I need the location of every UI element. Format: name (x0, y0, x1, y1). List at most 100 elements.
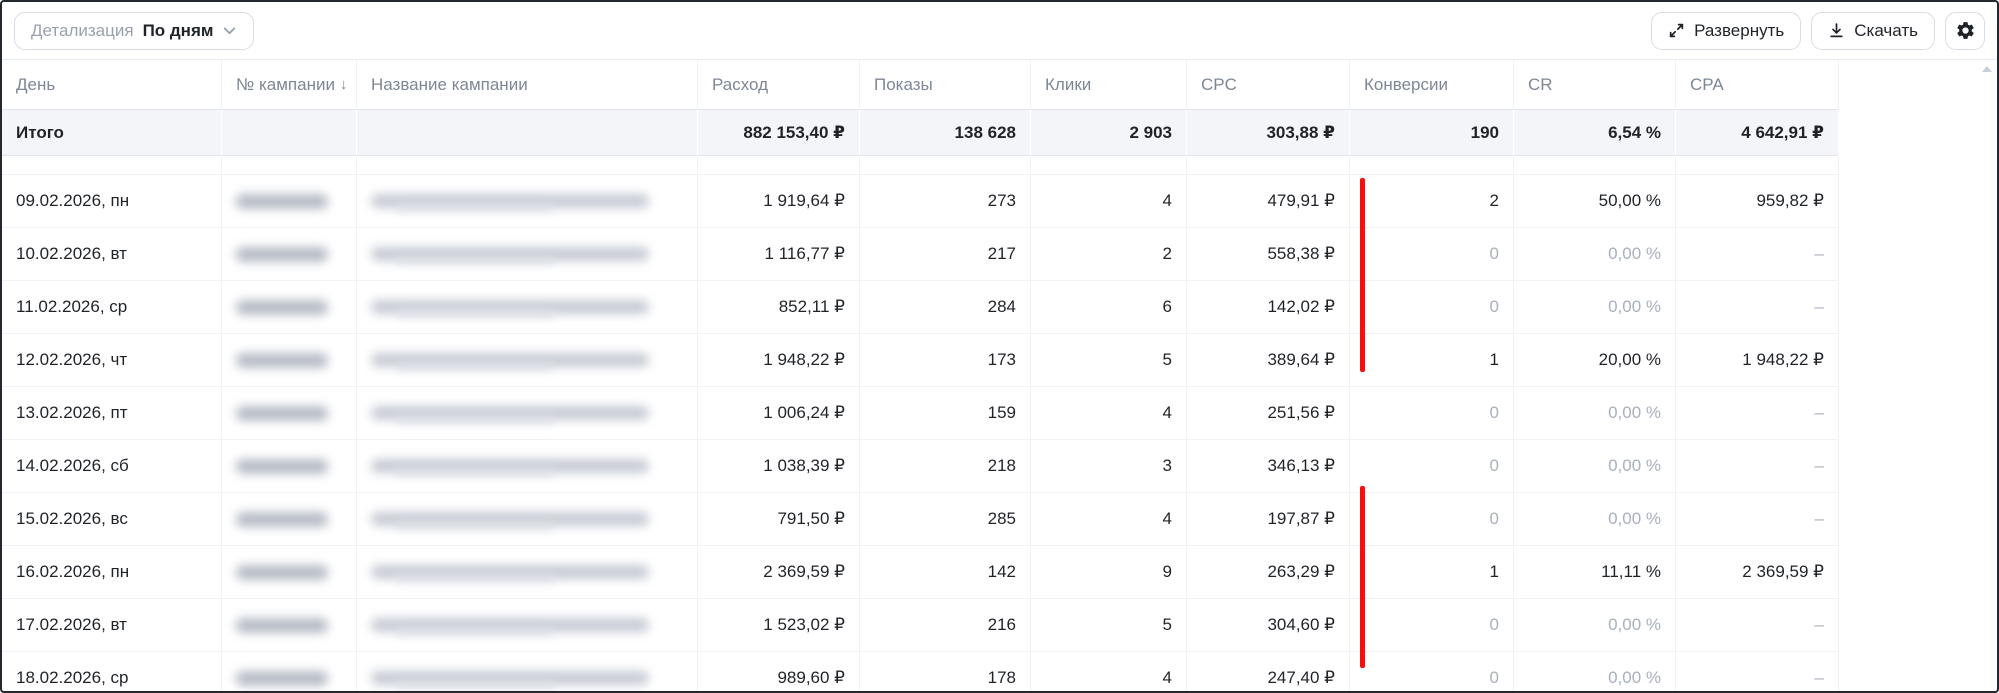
column-label: Название кампании (371, 74, 528, 94)
table-row: 14.02.2026, сб 1 038,39 ₽218 3 346,13 ₽0 0,0… (2, 440, 1997, 493)
campaign-id-redacted (236, 405, 328, 421)
settings-button[interactable] (1945, 11, 1985, 50)
cell-clicks: 2 (1030, 228, 1186, 281)
sort-desc-icon: ↓ (339, 76, 348, 93)
cell-cpc: 479,91 ₽ (1186, 175, 1349, 228)
campaign-name-redacted (371, 670, 649, 689)
cell-campaign-name (356, 652, 697, 691)
totals-gap-row (2, 156, 1997, 175)
cell-impressions: 285 (859, 493, 1030, 546)
cell-cr: 0,00 % (1513, 652, 1675, 691)
totals-cell-label: Итого (2, 110, 221, 156)
cell-cr: 0,00 % (1513, 228, 1675, 281)
expand-button[interactable]: Развернуть (1651, 11, 1802, 50)
cell-cpa: 1 948,22 ₽ (1675, 334, 1838, 387)
cell-cost: 989,60 ₽ (697, 652, 859, 691)
column-label: CR (1528, 74, 1553, 94)
cell-cpc: 304,60 ₽ (1186, 599, 1349, 652)
cell-clicks: 4 (1030, 175, 1186, 228)
gap-cell (1349, 156, 1513, 175)
row-spacer (1838, 546, 1997, 599)
scrollbar-up-arrow[interactable] (1982, 66, 1992, 72)
totals-cell-campaign-id (221, 110, 356, 156)
campaign-name-blur-line (395, 415, 555, 424)
gear-icon (1955, 20, 1976, 41)
cell-campaign-name (356, 440, 697, 493)
column-header-cpc[interactable]: CPC (1186, 60, 1349, 110)
totals-cell-cpa: 4 642,91 ₽ (1675, 110, 1838, 156)
table-row: 17.02.2026, вт 1 523,02 ₽216 5 304,60 ₽0 0,0… (2, 599, 1997, 652)
cell-cost: 1 116,77 ₽ (697, 228, 859, 281)
expand-icon (1668, 22, 1685, 39)
column-label: Клики (1045, 74, 1092, 94)
cell-cr: 50,00 % (1513, 175, 1675, 228)
cell-cr: 0,00 % (1513, 281, 1675, 334)
campaign-name-redacted (371, 299, 649, 318)
campaign-name-redacted (371, 352, 649, 371)
totals-cell-cost: 882 153,40 ₽ (697, 110, 859, 156)
cell-day: 09.02.2026, пн (2, 175, 221, 228)
cell-cpa: 2 369,59 ₽ (1675, 546, 1838, 599)
cell-campaign-name (356, 281, 697, 334)
cell-day: 10.02.2026, вт (2, 228, 221, 281)
download-icon (1828, 22, 1845, 39)
download-button[interactable]: Скачать (1811, 11, 1935, 50)
cell-campaign-id (221, 493, 356, 546)
cell-day: 13.02.2026, пт (2, 387, 221, 440)
conversion-marker-bar (1360, 178, 1365, 373)
column-header-day[interactable]: День (2, 60, 221, 110)
gap-cell (2, 156, 221, 175)
cell-cpc: 346,13 ₽ (1186, 440, 1349, 493)
cell-clicks: 5 (1030, 334, 1186, 387)
gap-cell (1186, 156, 1349, 175)
cell-campaign-id (221, 599, 356, 652)
table-header-row: День № кампании ↓ Название кампании Расход По… (2, 59, 1997, 110)
gap-cell (1513, 156, 1675, 175)
cell-campaign-name (356, 493, 697, 546)
column-header-impressions[interactable]: Показы (859, 60, 1030, 110)
cell-cr: 0,00 % (1513, 387, 1675, 440)
conversion-marker-bar (1360, 486, 1365, 668)
campaign-name-blur-line (395, 203, 555, 212)
column-header-cr[interactable]: CR (1513, 60, 1675, 110)
campaign-name-redacted (371, 193, 649, 212)
cell-cr: 0,00 % (1513, 599, 1675, 652)
row-spacer (1838, 493, 1997, 546)
cell-cpa: 959,82 ₽ (1675, 175, 1838, 228)
cell-cpc: 197,87 ₽ (1186, 493, 1349, 546)
campaign-name-blur-line (395, 521, 555, 530)
column-header-cpa[interactable]: CPA (1675, 60, 1838, 110)
cell-clicks: 4 (1030, 387, 1186, 440)
column-label: Показы (874, 74, 933, 94)
gap-cell (1030, 156, 1186, 175)
cell-day: 11.02.2026, ср (2, 281, 221, 334)
table-row: 11.02.2026, ср 852,11 ₽284 6 142,02 ₽0 0,00 … (2, 281, 1997, 334)
table-row: 18.02.2026, ср 989,60 ₽178 4 247,40 ₽0 0,00 … (2, 652, 1997, 691)
cell-campaign-name (356, 175, 697, 228)
column-header-campaign-id[interactable]: № кампании ↓ (221, 60, 356, 110)
row-spacer (1838, 599, 1997, 652)
column-header-conversions[interactable]: Конверсии (1349, 60, 1513, 110)
column-header-cost[interactable]: Расход (697, 60, 859, 110)
table-row: 16.02.2026, пн 2 369,59 ₽142 9 263,29 ₽1 11,… (2, 546, 1997, 599)
totals-cell-clicks: 2 903 (1030, 110, 1186, 156)
column-header-campaign-name[interactable]: Название кампании (356, 60, 697, 110)
campaign-name-redacted (371, 511, 649, 530)
cell-day: 12.02.2026, чт (2, 334, 221, 387)
campaign-name-blur-line (395, 362, 555, 371)
cell-cost: 1 006,24 ₽ (697, 387, 859, 440)
column-label: Конверсии (1364, 74, 1448, 94)
cell-conversions: 1 (1349, 334, 1513, 387)
cell-cpc: 251,56 ₽ (1186, 387, 1349, 440)
cell-cpc: 247,40 ₽ (1186, 652, 1349, 691)
campaign-name-blur-line (395, 256, 555, 265)
campaign-name-blur-line (395, 309, 555, 318)
detalization-dropdown[interactable]: Детализация По дням (14, 11, 255, 50)
cell-cost: 1 523,02 ₽ (697, 599, 859, 652)
table-row: 10.02.2026, вт 1 116,77 ₽217 2 558,38 ₽0 0,0… (2, 228, 1997, 281)
cell-cpa: – (1675, 387, 1838, 440)
campaign-name-blur-line (395, 468, 555, 477)
column-header-clicks[interactable]: Клики (1030, 60, 1186, 110)
cell-cpc: 263,29 ₽ (1186, 546, 1349, 599)
campaign-name-redacted (371, 458, 649, 477)
